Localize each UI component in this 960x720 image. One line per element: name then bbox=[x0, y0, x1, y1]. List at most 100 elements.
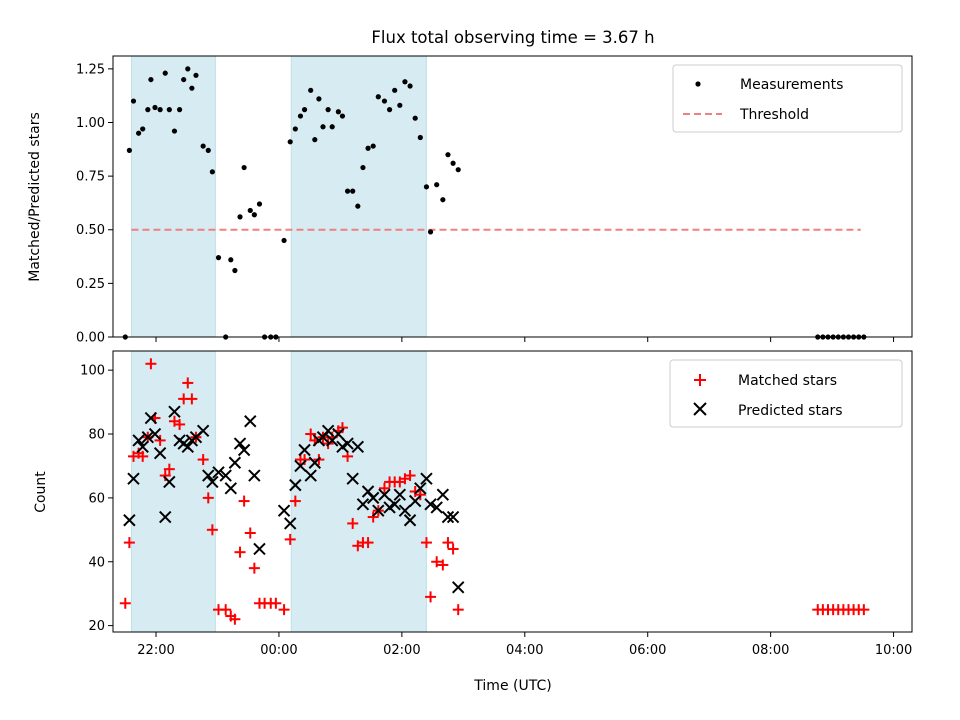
measurement-point bbox=[316, 96, 322, 102]
predicted-star-point bbox=[136, 440, 149, 454]
measurement-point bbox=[407, 83, 413, 89]
y-tick-label: 20 bbox=[88, 619, 105, 634]
measurement-point bbox=[232, 267, 238, 274]
predicted-star-point bbox=[298, 443, 311, 457]
measurement-point bbox=[355, 203, 361, 209]
predicted-star-point bbox=[224, 482, 238, 495]
x-tick-label: 10:00 bbox=[875, 643, 912, 658]
predicted-star-point bbox=[163, 475, 176, 489]
y-tick-label: 60 bbox=[88, 491, 105, 506]
matched-star-point bbox=[197, 454, 209, 466]
measurement-point bbox=[166, 107, 172, 113]
shaded-interval bbox=[130, 350, 216, 633]
predicted-legend-label: Predicted stars bbox=[738, 403, 843, 419]
predicted-star-point bbox=[144, 411, 158, 425]
measurement-point bbox=[365, 145, 371, 151]
measurement-point bbox=[193, 72, 199, 78]
measurement-point bbox=[386, 107, 393, 113]
measurement-point bbox=[350, 188, 356, 194]
top-legend: Measurements Threshold bbox=[672, 64, 903, 133]
predicted-star-point bbox=[202, 469, 215, 482]
predicted-star-point bbox=[219, 469, 232, 482]
matched-star-point bbox=[452, 604, 464, 616]
predicted-star-point bbox=[346, 472, 359, 485]
measurement-point bbox=[412, 115, 418, 121]
measurement-legend-label: Measurements bbox=[740, 77, 843, 93]
top-y-ticks: 0.00 0.25 0.50 0.75 1.00 1.25 bbox=[76, 62, 113, 346]
predicted-star-point bbox=[277, 504, 291, 517]
matched-star-point bbox=[248, 562, 260, 574]
predicted-star-point bbox=[408, 494, 422, 508]
measurement-point bbox=[176, 107, 183, 113]
predicted-star-point bbox=[284, 517, 297, 530]
x-tick-label: 00:00 bbox=[260, 643, 297, 658]
matched-star-point bbox=[305, 428, 317, 440]
measurement-point bbox=[344, 188, 351, 194]
predicted-star-point bbox=[244, 415, 257, 428]
measurement-point bbox=[455, 167, 461, 173]
predicted-legend-marker bbox=[693, 402, 707, 416]
predicted-star-point bbox=[420, 472, 433, 485]
y-tick-label: 0.75 bbox=[76, 170, 105, 185]
y-tick-label: 1.00 bbox=[76, 116, 105, 131]
matched-legend-label: Matched stars bbox=[738, 373, 837, 389]
measurement-point bbox=[171, 128, 178, 134]
shaded-interval bbox=[290, 350, 427, 633]
matched-star-point bbox=[220, 604, 232, 616]
predicted-star-point bbox=[123, 514, 136, 527]
matched-star-point bbox=[238, 495, 250, 507]
measurement-point bbox=[215, 255, 222, 261]
x-tick-label: 22:00 bbox=[137, 643, 174, 658]
matched-star-point bbox=[437, 559, 449, 571]
measurement-point bbox=[292, 126, 298, 132]
x-tick-label: 02:00 bbox=[383, 643, 420, 658]
predicted-star-point bbox=[168, 405, 181, 418]
matched-star-point bbox=[289, 495, 301, 507]
matched-star-point bbox=[229, 613, 241, 625]
matched-star-point bbox=[425, 591, 437, 603]
top-x-ticks bbox=[155, 337, 895, 342]
shaded-interval bbox=[130, 55, 216, 338]
predicted-star-point bbox=[446, 510, 460, 524]
measurement-point bbox=[301, 107, 308, 113]
measurement-point bbox=[320, 124, 326, 130]
measurement-point bbox=[185, 66, 191, 72]
matched-star-point bbox=[137, 450, 149, 462]
predicted-star-point bbox=[212, 466, 225, 479]
y-tick-label: 0.25 bbox=[76, 277, 105, 292]
measurement-point bbox=[251, 212, 257, 218]
predicted-star-point bbox=[141, 431, 155, 444]
measurement-point bbox=[181, 76, 187, 83]
matched-star-point bbox=[367, 511, 379, 523]
matched-star-point bbox=[404, 470, 416, 482]
predicted-star-point bbox=[393, 488, 407, 501]
measurement-point bbox=[200, 143, 206, 149]
measurement-point bbox=[157, 107, 163, 113]
measurement-point bbox=[375, 94, 381, 100]
matched-star-point bbox=[234, 546, 246, 558]
y-tick-label: 1.25 bbox=[76, 62, 105, 77]
measurement-point bbox=[145, 107, 151, 113]
top-shaded-intervals bbox=[130, 55, 427, 338]
measurement-point bbox=[450, 160, 456, 166]
top-legend-box bbox=[672, 64, 903, 133]
predicted-star-point bbox=[366, 491, 380, 505]
top-y-axis-label: Matched/Predicted stars bbox=[27, 112, 43, 282]
matched-star-point bbox=[342, 450, 354, 462]
measurement-point bbox=[126, 147, 132, 153]
matched-star-point bbox=[431, 556, 443, 568]
bottom-y-axis-label: Count bbox=[33, 471, 49, 513]
predicted-star-point bbox=[228, 456, 242, 469]
predicted-star-point bbox=[196, 424, 210, 438]
measurement-point bbox=[237, 214, 243, 220]
measurement-point bbox=[335, 109, 341, 115]
predicted-star-point bbox=[436, 488, 450, 501]
predicted-star-point bbox=[351, 440, 365, 454]
measurement-point bbox=[297, 113, 304, 119]
predicted-star-point bbox=[127, 472, 140, 485]
measurement-point bbox=[205, 147, 211, 153]
threshold-legend-label: Threshold bbox=[739, 107, 809, 123]
predicted-star-point bbox=[289, 478, 302, 492]
measurement-point bbox=[312, 137, 318, 143]
